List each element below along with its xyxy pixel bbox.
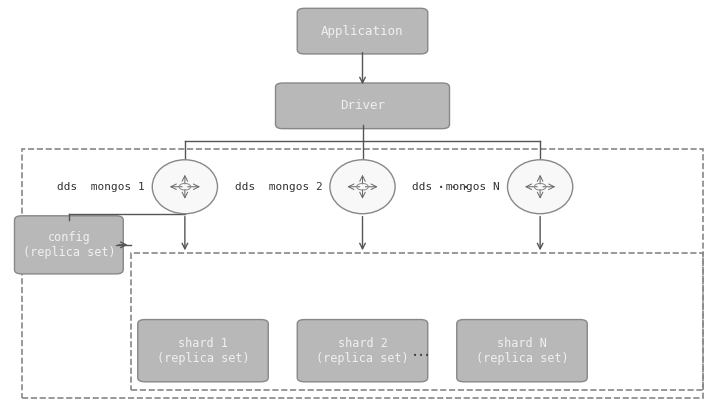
Ellipse shape <box>152 160 218 214</box>
Text: shard N
(replica set): shard N (replica set) <box>476 337 568 365</box>
Text: Application: Application <box>321 24 404 38</box>
FancyBboxPatch shape <box>457 320 587 382</box>
Text: Driver: Driver <box>340 99 385 112</box>
Text: config
(replica set): config (replica set) <box>22 231 115 259</box>
FancyBboxPatch shape <box>14 216 123 274</box>
Text: dds  mongos N: dds mongos N <box>413 182 500 192</box>
Ellipse shape <box>330 160 395 214</box>
FancyBboxPatch shape <box>276 83 450 129</box>
Text: dds  mongos 1: dds mongos 1 <box>57 182 145 192</box>
Ellipse shape <box>507 160 573 214</box>
Text: shard 1
(replica set): shard 1 (replica set) <box>157 337 249 365</box>
Text: shard 2
(replica set): shard 2 (replica set) <box>316 337 409 365</box>
Text: …: … <box>411 342 429 360</box>
FancyBboxPatch shape <box>297 320 428 382</box>
FancyBboxPatch shape <box>297 8 428 54</box>
Text: dds  mongos 2: dds mongos 2 <box>235 182 323 192</box>
FancyBboxPatch shape <box>138 320 268 382</box>
Text: · · ·: · · · <box>437 179 469 198</box>
